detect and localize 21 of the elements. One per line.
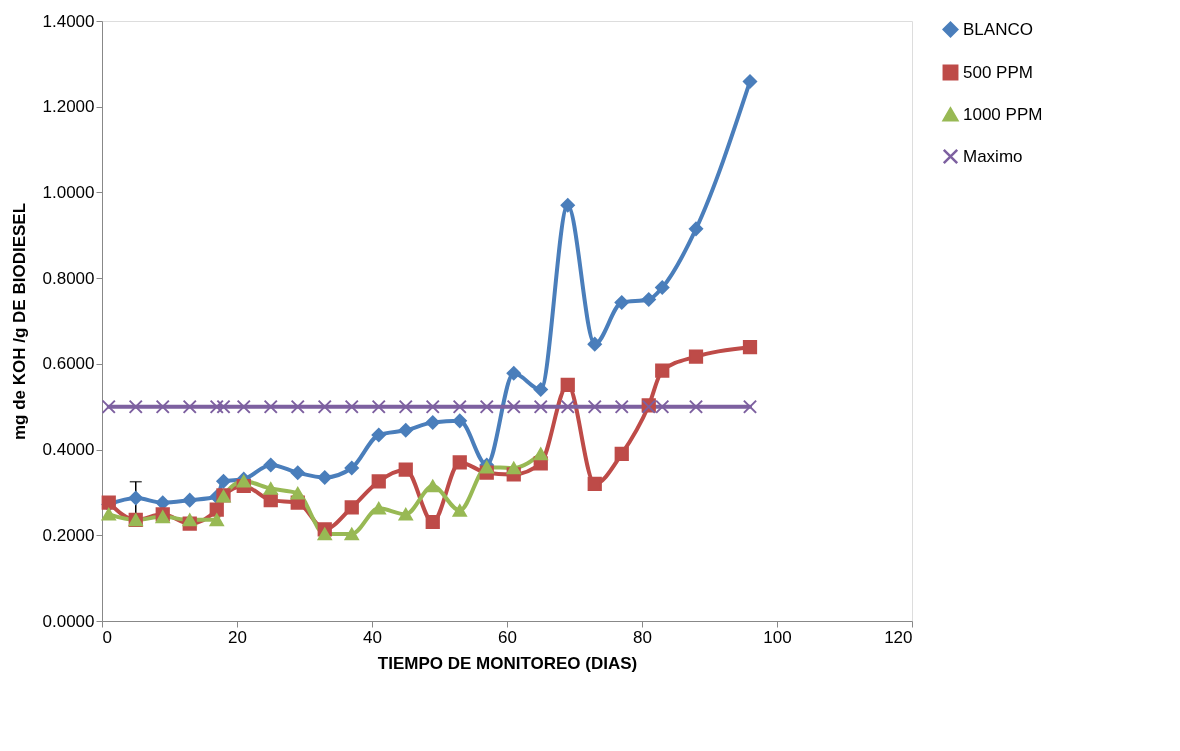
x-tick-label: 120 bbox=[884, 627, 913, 647]
y-tick-label: 0.4000 bbox=[42, 440, 95, 460]
y-tick-label: 0.8000 bbox=[42, 268, 95, 288]
y-tick-label: 0.0000 bbox=[42, 611, 95, 631]
x-tick-label: 60 bbox=[498, 627, 517, 647]
y-tick-label: 0.2000 bbox=[42, 525, 95, 545]
x-tick-label: 80 bbox=[633, 627, 652, 647]
x-tick-label: 20 bbox=[228, 627, 247, 647]
x-tick-label: 100 bbox=[763, 627, 792, 647]
legend-label: 1000 PPM bbox=[963, 104, 1043, 124]
y-tick-label: 1.0000 bbox=[42, 182, 95, 202]
x-tick-label: 40 bbox=[363, 627, 382, 647]
x-axis-title: TIEMPO DE MONITOREO (DIAS) bbox=[377, 653, 638, 673]
y-tick-label: 1.4000 bbox=[42, 11, 95, 31]
legend-label: Maximo bbox=[963, 146, 1023, 166]
y-tick-label: 1.2000 bbox=[42, 97, 95, 117]
y-tick-label: 0.6000 bbox=[42, 354, 95, 374]
legend-label: BLANCO bbox=[963, 19, 1033, 39]
y-axis-title: mg de KOH /g DE BIODIESEL bbox=[9, 202, 29, 441]
x-tick-label: 0 bbox=[102, 627, 112, 647]
legend-label: 500 PPM bbox=[963, 62, 1033, 82]
